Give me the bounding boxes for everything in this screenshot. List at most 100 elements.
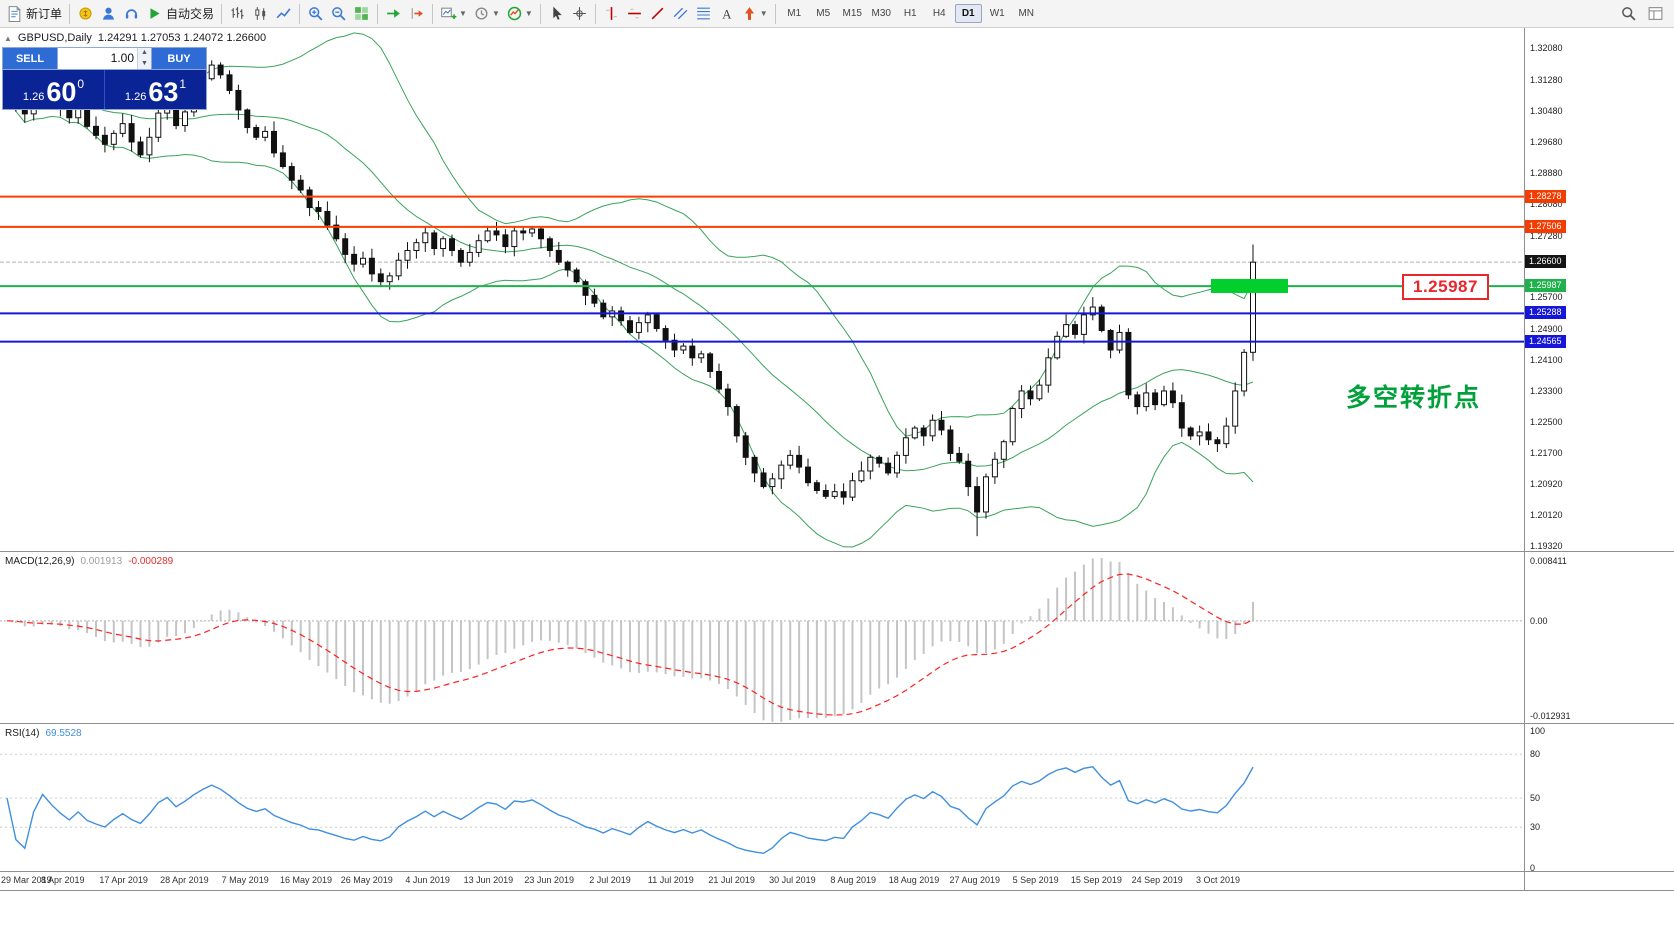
- price-callout[interactable]: 1.25987: [1402, 274, 1489, 300]
- timeframe-m15[interactable]: M15: [842, 8, 862, 19]
- timeframe-m5[interactable]: M5: [816, 8, 831, 19]
- date-axis-label[interactable]: 28 Apr 2019: [160, 875, 209, 885]
- arrows-button[interactable]: ▼: [738, 3, 771, 24]
- date-axis-label[interactable]: 4 Jun 2019: [405, 875, 450, 885]
- price-axis-tag[interactable]: 1.28278: [1525, 189, 1566, 203]
- vertical-line-icon: [603, 5, 620, 22]
- candles-layer: [4, 60, 1256, 537]
- buy-button[interactable]: BUY: [152, 48, 206, 69]
- cursor-button[interactable]: [545, 3, 568, 24]
- date-axis-label[interactable]: 16 May 2019: [279, 875, 333, 885]
- volume-up-icon[interactable]: ▲: [138, 48, 151, 59]
- price-axis-tag[interactable]: 1.27506: [1525, 219, 1566, 233]
- date-axis-label[interactable]: 8 Apr 2019: [41, 875, 85, 885]
- autotrade-button-label: 自动交易: [166, 7, 215, 21]
- date-axis-label[interactable]: 15 Sep 2019: [1070, 875, 1122, 885]
- buy-price-pip: 1: [179, 77, 187, 91]
- date-axis-label[interactable]: 23 Jun 2019: [524, 875, 574, 885]
- auto-scroll-button[interactable]: [382, 3, 405, 24]
- timeframe-m30[interactable]: M30: [871, 8, 891, 19]
- toolbar-separator: [299, 3, 301, 24]
- vertical-line-button[interactable]: [600, 3, 623, 24]
- fibonacci-button[interactable]: [692, 3, 715, 24]
- community-button[interactable]: [97, 3, 120, 24]
- turning-point-note[interactable]: 多空转折点: [1346, 384, 1482, 412]
- equidistant-channel-icon: [672, 5, 689, 22]
- new-chart-button[interactable]: ▼: [437, 3, 470, 24]
- zoom-out-button[interactable]: [327, 3, 350, 24]
- timeframe-mn[interactable]: MN: [1018, 8, 1034, 19]
- date-axis-label[interactable]: 27 Aug 2019: [949, 875, 1001, 885]
- timeframe-w1[interactable]: W1: [989, 8, 1005, 19]
- date-axis-label[interactable]: 11 Jul 2019: [647, 875, 694, 885]
- profiles-button[interactable]: ▼: [470, 3, 503, 24]
- horizontal-line-button[interactable]: [623, 3, 646, 24]
- support-button[interactable]: [120, 3, 143, 24]
- price-axis-tag[interactable]: 1.25288: [1525, 306, 1566, 320]
- volume-down-icon[interactable]: ▼: [138, 58, 151, 69]
- date-axis-label[interactable]: 29 Mar 2019: [1, 875, 52, 885]
- timeframe-h4[interactable]: H4: [932, 8, 946, 19]
- price-axis-tag[interactable]: 1.26600: [1525, 255, 1566, 269]
- timeframe-h1[interactable]: H1: [903, 8, 917, 19]
- user-icon: [100, 5, 117, 22]
- volume-spinner[interactable]: ▲ ▼: [137, 48, 151, 69]
- macd-axis-zero: 0.00: [1530, 615, 1548, 626]
- green-zone-box[interactable]: [1211, 278, 1288, 293]
- date-axis-label[interactable]: 18 Aug 2019: [888, 875, 940, 885]
- candlestick-chart-button[interactable]: [249, 3, 272, 24]
- date-axis-label[interactable]: 3 Oct 2019: [1195, 875, 1241, 885]
- chart-title: ▲ GBPUSD,Daily 1.24291 1.27053 1.24072 1…: [4, 32, 266, 44]
- sell-button[interactable]: SELL: [3, 48, 57, 69]
- date-axis-label[interactable]: 24 Sep 2019: [1131, 875, 1183, 885]
- rsi-indicator-label: RSI(14) 69.5528: [5, 728, 82, 739]
- macd-indicator-label: MACD(12,26,9) 0.001913 -0.000289: [5, 556, 173, 567]
- price-axis-tag[interactable]: 1.25987: [1525, 279, 1566, 293]
- one-click-trading-panel: SELL 1.00 ▲ ▼ BUY 1.26 60 0 1.26 63 1: [2, 47, 207, 110]
- dropdown-arrow-icon[interactable]: ▼: [524, 9, 533, 18]
- price-axis-tag[interactable]: 1.24565: [1525, 334, 1566, 348]
- price-axis-label: 1.27280: [1530, 230, 1563, 241]
- timeframe-m1[interactable]: M1: [787, 8, 802, 19]
- new-order-button[interactable]: 新订单: [3, 3, 65, 24]
- toolbar-separator: [774, 3, 776, 24]
- date-axis-label[interactable]: 17 Apr 2019: [99, 875, 148, 885]
- volume-value[interactable]: 1.00: [110, 51, 134, 65]
- chart-shift-button[interactable]: [405, 3, 428, 24]
- dropdown-arrow-icon[interactable]: ▼: [759, 9, 768, 18]
- date-axis-label[interactable]: 13 Jun 2019: [463, 875, 514, 885]
- sell-price-big: 60: [46, 77, 77, 107]
- text-label-button[interactable]: A: [715, 3, 738, 24]
- date-axis-label[interactable]: 7 May 2019: [221, 875, 269, 885]
- buy-price-display[interactable]: 1.26 63 1: [105, 70, 206, 109]
- search-icon: [1620, 5, 1637, 22]
- trendline-button[interactable]: [646, 3, 669, 24]
- data-window-button[interactable]: [1644, 3, 1667, 24]
- date-axis-label[interactable]: 5 Sep 2019: [1012, 875, 1059, 885]
- indicators-button[interactable]: ▼: [503, 3, 536, 24]
- bar-chart-button[interactable]: [226, 3, 249, 24]
- favorites-button[interactable]: [74, 3, 97, 24]
- timeframe-d1[interactable]: D1: [954, 4, 982, 23]
- search-button[interactable]: [1617, 3, 1640, 24]
- date-axis-label[interactable]: 8 Aug 2019: [830, 875, 876, 885]
- volume-field[interactable]: 1.00 ▲ ▼: [57, 48, 152, 69]
- trade-panel-toggle-icon[interactable]: ▲: [4, 33, 12, 43]
- crosshair-button[interactable]: [568, 3, 591, 24]
- horizontal-level-lines[interactable]: [0, 195, 1524, 343]
- tile-windows-button[interactable]: [350, 3, 373, 24]
- equidistant-channel-button[interactable]: [669, 3, 692, 24]
- chart-canvas[interactable]: [0, 0, 1674, 892]
- date-axis-label[interactable]: 30 Jul 2019: [769, 875, 816, 885]
- date-axis-label[interactable]: 26 May 2019: [340, 875, 393, 885]
- zoom-in-button[interactable]: [304, 3, 327, 24]
- line-chart-button[interactable]: [272, 3, 295, 24]
- date-axis-label[interactable]: 2 Jul 2019: [589, 875, 631, 885]
- sell-price-display[interactable]: 1.26 60 0: [3, 70, 104, 109]
- chart-shift-icon: [408, 5, 425, 22]
- dropdown-arrow-icon[interactable]: ▼: [491, 9, 500, 18]
- price-divider: [104, 70, 105, 109]
- autotrade-button[interactable]: 自动交易: [143, 3, 217, 24]
- dropdown-arrow-icon[interactable]: ▼: [459, 9, 467, 18]
- date-axis-label[interactable]: 21 Jul 2019: [708, 875, 755, 885]
